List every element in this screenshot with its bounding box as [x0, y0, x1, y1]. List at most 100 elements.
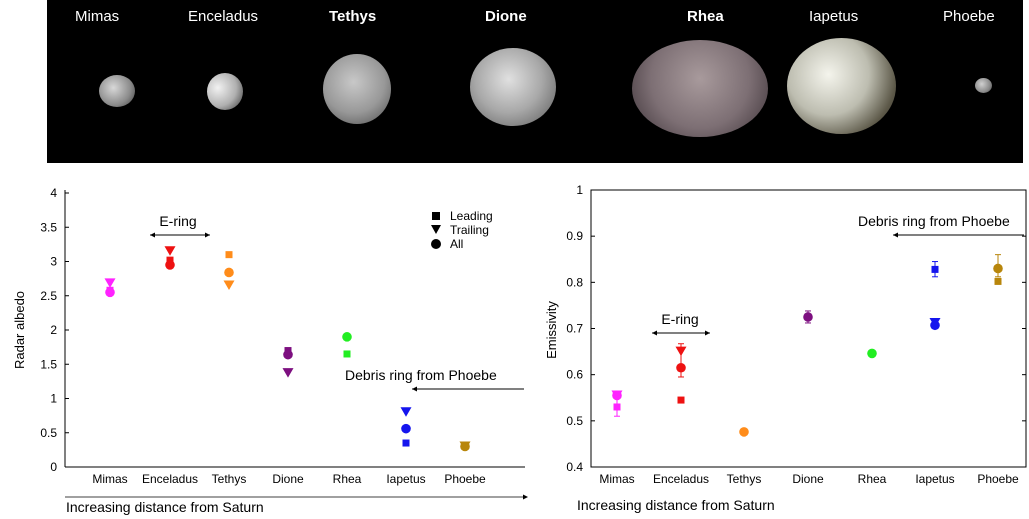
- all-marker-dione: [803, 312, 813, 322]
- all-marker-phoebe: [993, 263, 1003, 274]
- error-bar-enceladus: [678, 343, 684, 378]
- all-marker-dione: [283, 349, 293, 360]
- distance-note-left: Increasing distance from Saturn: [66, 499, 264, 515]
- x-tick-label-tethys: Tethys: [727, 472, 762, 486]
- y-tick-label: 3.5: [40, 220, 57, 234]
- x-tick-label-rhea: Rhea: [858, 472, 887, 486]
- x-tick-label-tethys: Tethys: [212, 472, 247, 486]
- y-tick-label: 0.7: [566, 322, 583, 336]
- all-marker-mimas: [612, 390, 622, 401]
- x-tick-label-enceladus: Enceladus: [142, 472, 198, 486]
- all-marker-iapetus: [930, 320, 940, 331]
- error-bar-phoebe: [995, 254, 1001, 278]
- leading-marker-rhea: [343, 350, 351, 358]
- leading-marker-enceladus: [677, 396, 685, 404]
- leading-marker-phoebe: [994, 277, 1002, 285]
- e-ring-label: E-ring: [159, 213, 196, 229]
- moon-label-iapetus: Iapetus: [809, 8, 859, 25]
- x-tick-label-mimas: Mimas: [92, 472, 127, 486]
- tethys-image: [323, 54, 391, 124]
- all-marker-rhea: [867, 348, 877, 359]
- y-tick-label: 1.5: [40, 357, 57, 371]
- y-tick-label: 3: [50, 255, 57, 269]
- mimas-image: [99, 75, 135, 107]
- all-marker-phoebe: [460, 441, 470, 452]
- y-tick-label: 0.6: [566, 368, 583, 382]
- x-tick-label-rhea: Rhea: [333, 472, 362, 486]
- rhea-image: [632, 40, 768, 137]
- leading-marker-iapetus: [931, 265, 939, 273]
- y-tick-label: 2.5: [40, 289, 57, 303]
- y-axis-label: Emissivity: [544, 301, 559, 359]
- y-tick-label: 0: [50, 460, 57, 474]
- trailing-marker-mimas: [611, 390, 623, 400]
- y-tick-label: 1: [50, 392, 57, 406]
- leading-marker-phoebe: [461, 442, 469, 450]
- y-tick-label: 0.5: [40, 426, 57, 440]
- all-marker-enceladus: [676, 362, 686, 373]
- leading-marker-iapetus: [402, 439, 410, 447]
- x-tick-label-iapetus: Iapetus: [915, 472, 954, 486]
- e-ring-label: E-ring: [661, 311, 698, 327]
- x-tick-label-dione: Dione: [272, 472, 304, 486]
- y-axis-label: Radar albedo: [12, 291, 27, 369]
- x-tick-label-enceladus: Enceladus: [653, 472, 709, 486]
- trailing-marker-enceladus: [164, 246, 176, 256]
- leading-marker-enceladus: [166, 256, 174, 264]
- debris-ring-label: Debris ring from Phoebe: [858, 213, 1010, 229]
- x-tick-label-phoebe: Phoebe: [444, 472, 486, 486]
- trailing-marker-phoebe: [459, 441, 471, 451]
- moon-label-enceladus: Enceladus: [188, 8, 259, 25]
- moon-label-phoebe: Phoebe: [943, 8, 995, 25]
- all-marker-rhea: [342, 332, 352, 342]
- legend-square-marker: [432, 212, 440, 220]
- legend: Leading Trailing All: [422, 204, 499, 254]
- enceladus-image: [207, 73, 243, 110]
- all-marker-mimas: [105, 287, 115, 298]
- y-tick-label: 1: [576, 183, 583, 197]
- y-tick-label: 4: [50, 186, 57, 200]
- y-tick-label: 0.4: [566, 460, 583, 474]
- error-bar-iapetus: [932, 261, 938, 278]
- leading-marker-mimas: [106, 286, 114, 294]
- moon-label-mimas: Mimas: [75, 8, 120, 25]
- x-tick-label-dione: Dione: [792, 472, 824, 486]
- debris-ring-label: Debris ring from Phoebe: [345, 367, 497, 383]
- moon-label-tethys: Tethys: [329, 8, 377, 25]
- y-tick-label: 0.9: [566, 229, 583, 243]
- all-marker-tethys: [224, 267, 234, 278]
- legend-triangle-marker: [431, 225, 441, 234]
- legend-trailing-label: Trailing: [450, 223, 489, 237]
- x-tick-label-mimas: Mimas: [599, 472, 634, 486]
- error-bar-dione: [805, 310, 811, 324]
- legend-leading-label: Leading: [450, 209, 493, 223]
- x-tick-label-phoebe: Phoebe: [977, 472, 1019, 486]
- y-tick-label: 0.5: [566, 414, 583, 428]
- distance-note-right: Increasing distance from Saturn: [577, 497, 775, 513]
- leading-marker-dione: [284, 347, 292, 355]
- all-marker-enceladus: [165, 260, 175, 270]
- trailing-marker-tethys: [223, 280, 235, 290]
- trailing-marker-dione: [282, 368, 294, 378]
- moon-images-banner: Mimas Enceladus Tethys Dione Rhea Iapetu…: [47, 0, 1023, 163]
- trailing-marker-enceladus: [675, 346, 687, 357]
- legend-circle-marker: [431, 239, 441, 249]
- moon-label-rhea: Rhea: [687, 8, 724, 25]
- error-bar-mimas: [614, 397, 620, 417]
- all-marker-iapetus: [401, 423, 411, 434]
- all-marker-tethys: [739, 427, 749, 437]
- y-tick-label: 2: [50, 323, 57, 337]
- trailing-marker-iapetus: [929, 317, 941, 328]
- trailing-marker-mimas: [104, 278, 116, 288]
- dione-image: [470, 48, 556, 126]
- phoebe-image: [975, 78, 992, 93]
- plot-frame: [590, 189, 1027, 468]
- leading-marker-tethys: [225, 251, 233, 259]
- y-tick-label: 0.8: [566, 275, 583, 289]
- x-tick-label-iapetus: Iapetus: [386, 472, 425, 486]
- iapetus-image: [787, 38, 896, 134]
- leading-marker-mimas: [613, 403, 621, 411]
- moon-label-dione: Dione: [485, 8, 527, 25]
- legend-all-label: All: [450, 237, 463, 251]
- trailing-marker-iapetus: [400, 407, 412, 417]
